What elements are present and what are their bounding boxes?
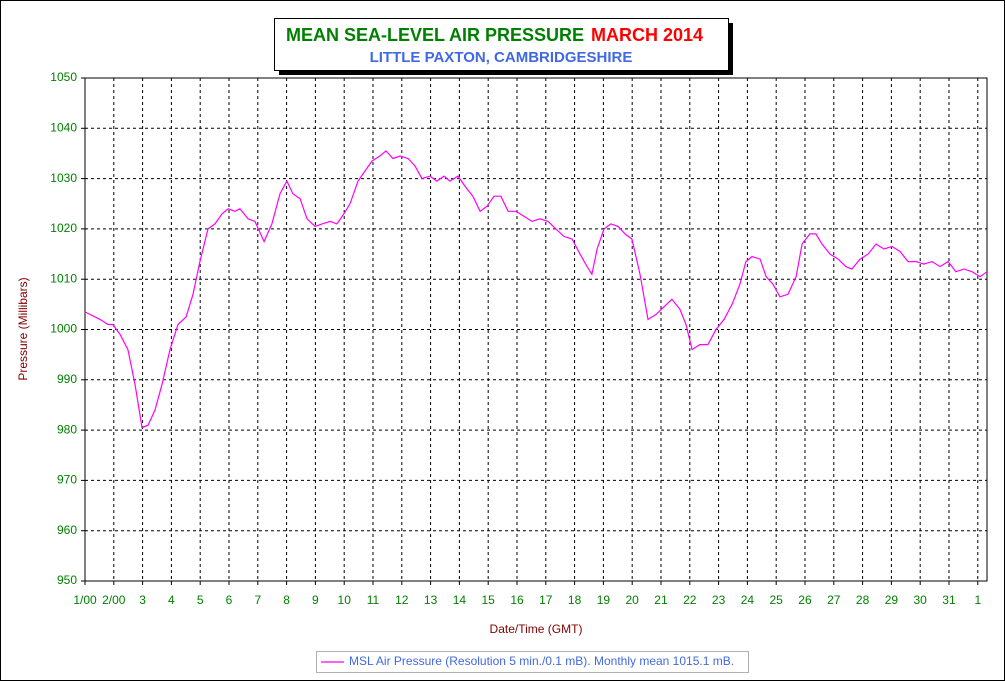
data-line bbox=[84, 150, 988, 429]
x-tick-label: 18 bbox=[568, 593, 582, 607]
x-tick-label: 26 bbox=[798, 593, 812, 607]
chart-title-period: MARCH 2014 bbox=[591, 25, 703, 45]
x-axis-label: Date/Time (GMT) bbox=[490, 622, 583, 636]
y-tick-label: 990 bbox=[57, 372, 77, 386]
x-tick-label: 3 bbox=[139, 593, 146, 607]
x-tick-label: 6 bbox=[226, 593, 233, 607]
y-tick-label: 960 bbox=[57, 523, 77, 537]
x-tick-label: 25 bbox=[770, 593, 784, 607]
x-tick-label: 30 bbox=[914, 593, 928, 607]
y-tick-label: 1000 bbox=[50, 322, 77, 336]
x-tick-label: 11 bbox=[367, 593, 380, 607]
x-tick-label: 5 bbox=[197, 593, 204, 607]
x-tick-label: 22 bbox=[683, 593, 697, 607]
title-box bbox=[274, 18, 729, 71]
x-tick-label: 23 bbox=[712, 593, 726, 607]
x-tick-label: 2/00 bbox=[102, 593, 126, 607]
x-tick-label: 10 bbox=[338, 593, 352, 607]
x-tick-label: 24 bbox=[741, 593, 755, 607]
x-tick-label: 16 bbox=[510, 593, 524, 607]
chart-title: MEAN SEA-LEVEL AIR PRESSURE bbox=[286, 25, 584, 45]
y-tick-label: 1050 bbox=[50, 70, 77, 84]
x-tick-label: 12 bbox=[395, 593, 409, 607]
y-tick-label: 1040 bbox=[50, 120, 77, 134]
x-tick-label: 9 bbox=[312, 593, 319, 607]
x-tick-label: 21 bbox=[654, 593, 668, 607]
chart-subtitle: LITTLE PAXTON, CAMBRIDGESHIRE bbox=[370, 49, 633, 66]
y-tick-label: 970 bbox=[57, 473, 77, 487]
x-tick-label: 14 bbox=[453, 593, 467, 607]
x-tick-label: 7 bbox=[254, 593, 261, 607]
legend-label: MSL Air Pressure (Resolution 5 min./0.1 … bbox=[349, 654, 734, 668]
y-tick-label: 950 bbox=[57, 573, 77, 587]
y-tick-label: 1010 bbox=[50, 271, 77, 285]
x-tick-label: 20 bbox=[626, 593, 640, 607]
x-tick-label: 13 bbox=[424, 593, 438, 607]
x-tick-label: 17 bbox=[539, 593, 553, 607]
plot-border bbox=[84, 77, 988, 582]
y-tick-label: 980 bbox=[57, 422, 77, 436]
y-tick-label: 1020 bbox=[50, 221, 77, 235]
x-tick-label: 31 bbox=[942, 593, 956, 607]
x-tick-label: 28 bbox=[856, 593, 870, 607]
legend-box bbox=[316, 651, 749, 673]
y-tick-label: 1030 bbox=[50, 171, 77, 185]
x-tick-label: 29 bbox=[885, 593, 899, 607]
x-tick-label: 1/00 bbox=[73, 593, 97, 607]
x-tick-label: 27 bbox=[827, 593, 841, 607]
y-axis-label: Pressure (Millibars) bbox=[16, 277, 30, 380]
x-tick-label: 4 bbox=[168, 593, 175, 607]
x-tick-label: 19 bbox=[597, 593, 611, 607]
x-tick-label: 8 bbox=[283, 593, 290, 607]
x-tick-label: 15 bbox=[482, 593, 496, 607]
x-tick-label: 1 bbox=[974, 593, 981, 607]
